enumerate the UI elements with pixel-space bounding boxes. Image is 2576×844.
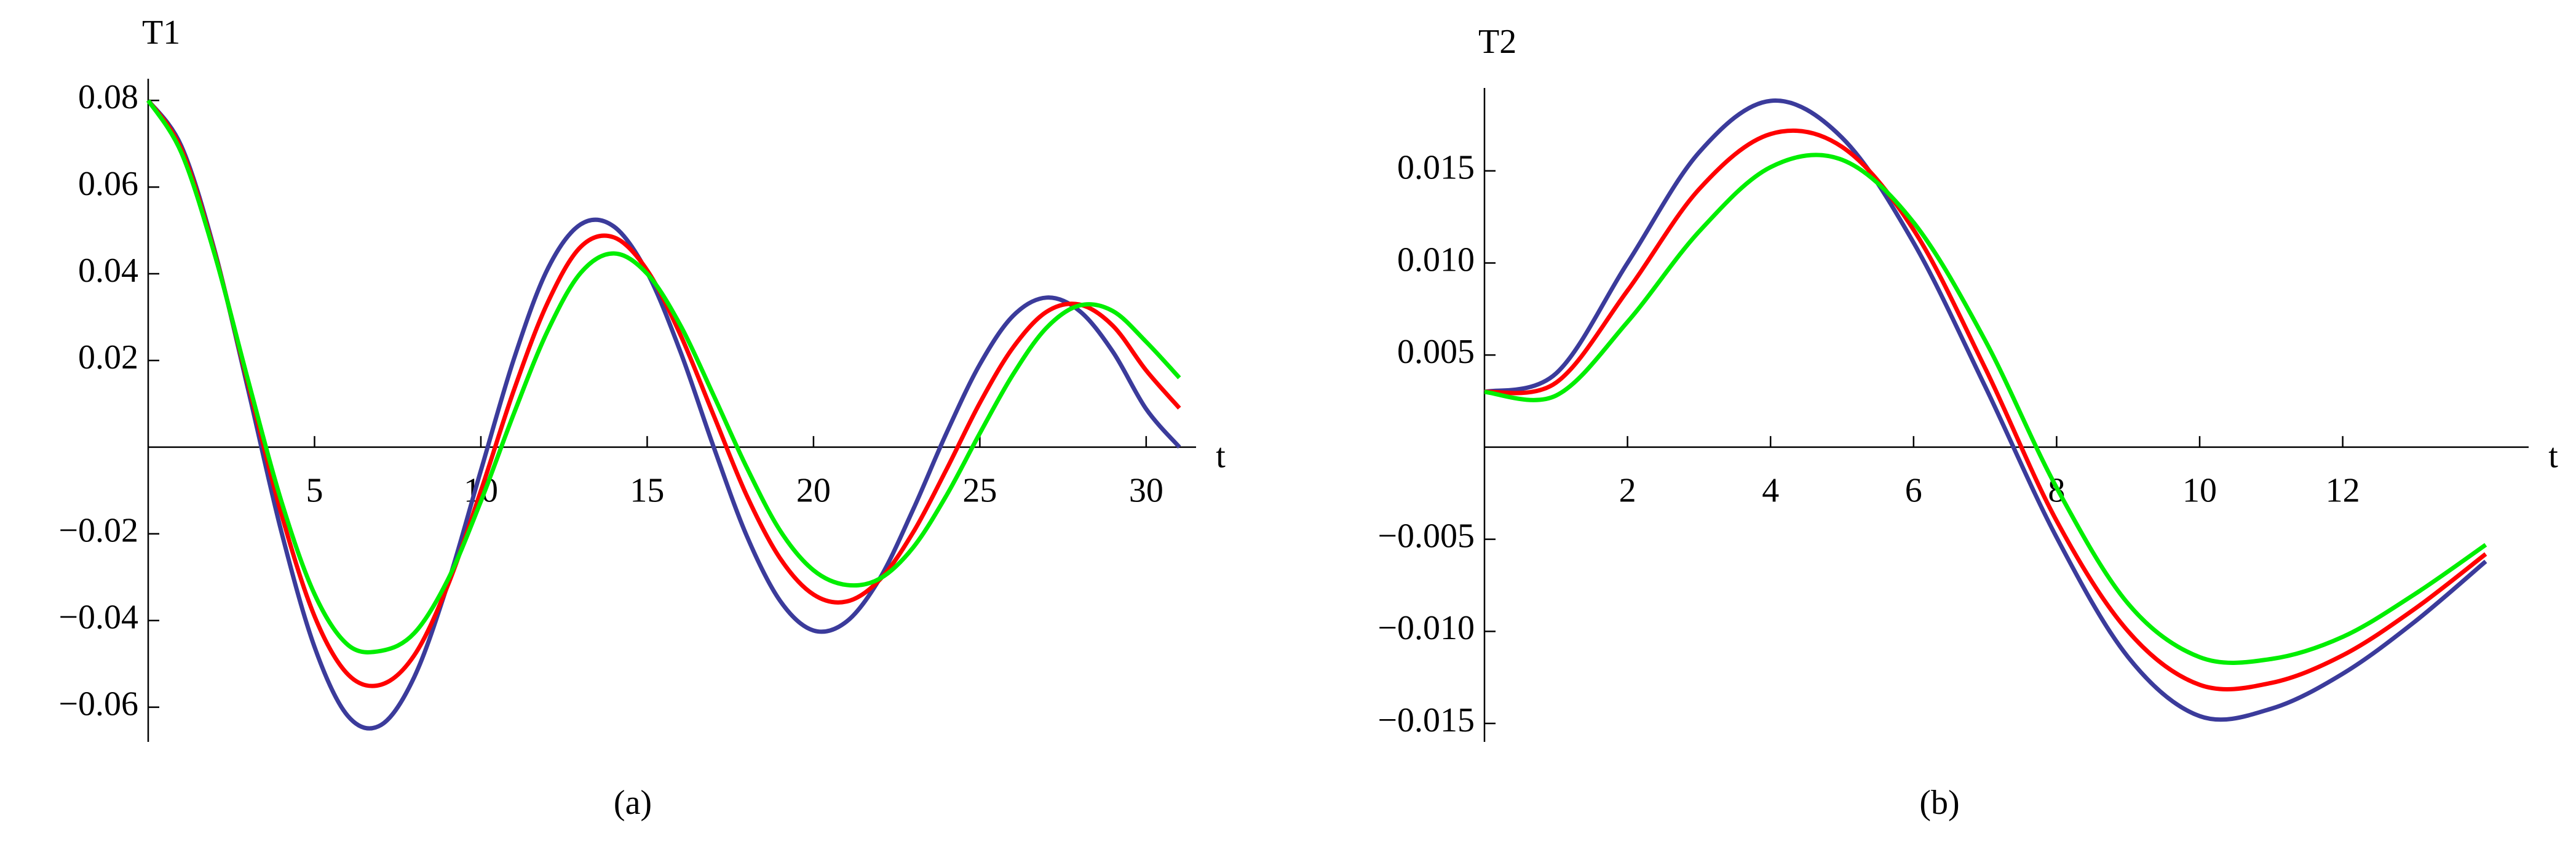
x-tick-label: 20: [796, 472, 831, 510]
y-axis-label: T2: [1478, 23, 1516, 61]
y-tick-label: −0.005: [1377, 517, 1475, 555]
x-tick-label: 2: [1619, 472, 1636, 510]
x-tick-label: 30: [1129, 472, 1163, 510]
x-axis-label: t: [1216, 437, 1226, 476]
y-tick-label: 0.08: [78, 78, 138, 116]
y-tick-label: 0.06: [78, 165, 138, 203]
data-line: [1484, 98, 2487, 722]
y-axis-label: T1: [142, 14, 180, 52]
x-tick-label: 12: [2326, 472, 2360, 510]
data-line: [1484, 128, 2487, 691]
x-tick-label: 10: [2182, 472, 2217, 510]
data-line: [146, 99, 1181, 731]
caption: (a): [614, 784, 652, 822]
x-tick-label: 25: [962, 472, 997, 510]
y-tick-label: −0.04: [58, 599, 138, 637]
y-tick-label: −0.010: [1377, 609, 1475, 647]
data-line: [146, 99, 1181, 688]
data-line: [1484, 153, 2487, 665]
y-tick-label: 0.015: [1397, 149, 1475, 187]
y-tick-label: 0.010: [1397, 241, 1475, 279]
y-tick-label: −0.02: [58, 512, 138, 550]
x-tick-label: 4: [1762, 472, 1779, 510]
x-tick-label: 15: [630, 472, 664, 510]
y-tick-label: 0.04: [78, 252, 138, 290]
y-tick-label: 0.02: [78, 338, 138, 376]
caption: (b): [1919, 784, 1959, 822]
x-tick-label: 6: [1905, 472, 1922, 510]
x-axis-label: t: [2548, 437, 2558, 476]
y-tick-label: −0.06: [58, 685, 138, 723]
y-tick-label: −0.015: [1377, 701, 1475, 739]
x-tick-label: 5: [306, 472, 323, 510]
y-tick-label: 0.005: [1397, 333, 1475, 371]
data-line: [146, 99, 1181, 655]
